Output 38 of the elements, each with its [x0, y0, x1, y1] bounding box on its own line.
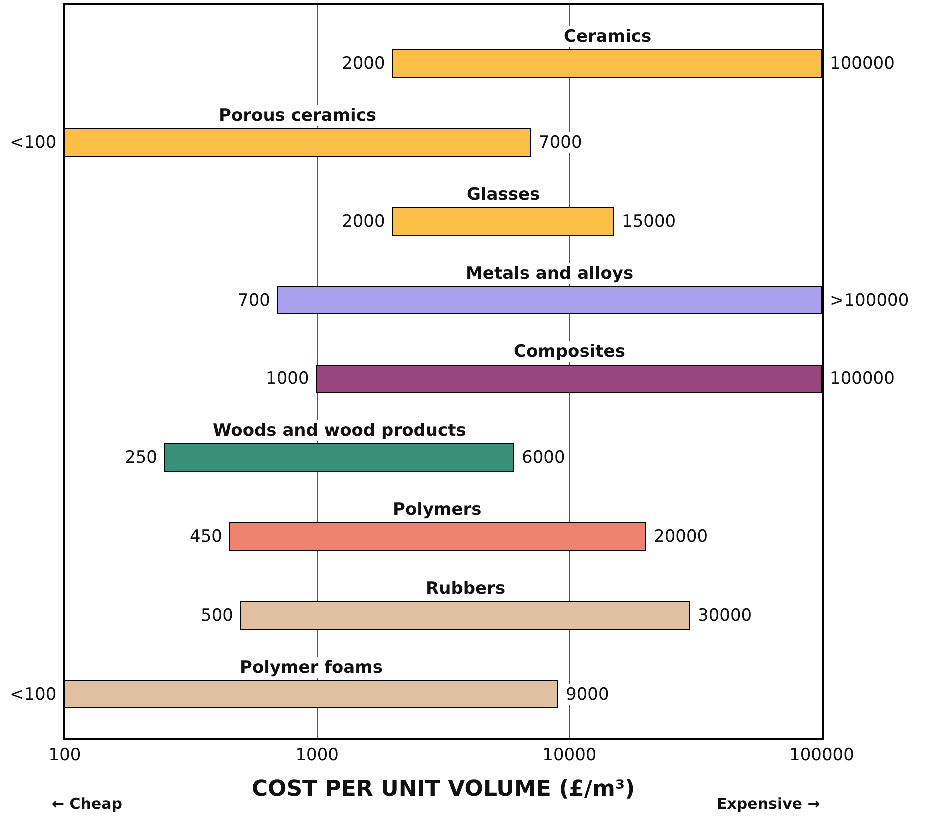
annotation: 6000 — [522, 448, 566, 468]
bar — [240, 601, 690, 630]
y-tick-label: Metals and alloys — [466, 264, 634, 284]
text: ← Cheap — [52, 795, 123, 813]
annotation: 100000 — [830, 369, 895, 389]
y-tick-label: Glasses — [467, 185, 540, 205]
annotation: 30000 — [698, 606, 752, 626]
x-tick-label: 100000 — [790, 745, 854, 766]
annotation: >100000 — [830, 291, 910, 311]
y-tick-label: Ceramics — [564, 27, 652, 47]
annotation: <100 — [10, 133, 57, 153]
bar — [164, 443, 514, 472]
bar — [229, 522, 646, 551]
y-tick-label: Polymers — [393, 500, 482, 520]
annotation: 20000 — [654, 527, 708, 547]
annotation: 9000 — [566, 685, 610, 705]
annotation: 100000 — [830, 54, 895, 74]
annotation: 15000 — [622, 212, 676, 232]
annotation: 1000 — [266, 369, 310, 389]
x-tick-label: 100 — [48, 745, 82, 766]
annotation: 7000 — [539, 133, 582, 153]
annotation: 500 — [201, 606, 234, 626]
annotation: 2000 — [342, 212, 386, 232]
y-tick-label: Composites — [514, 342, 626, 362]
annotation: 250 — [125, 448, 158, 468]
x-axis-title: COST PER UNIT VOLUME (£/m³) — [252, 776, 636, 802]
text: Expensive → — [717, 795, 820, 813]
annotation: 450 — [190, 527, 222, 547]
y-tick-label: Porous ceramics — [219, 106, 377, 126]
y-tick-label: Rubbers — [426, 579, 506, 599]
annotation: 700 — [238, 291, 270, 311]
x-tick-label: 10000 — [542, 745, 597, 766]
bar — [392, 207, 614, 236]
annotation: <100 — [10, 685, 57, 705]
y-tick-label: Woods and wood products — [213, 421, 466, 441]
x-tick-label: 1000 — [296, 745, 339, 766]
annotation: 2000 — [342, 54, 386, 74]
y-tick-label: Polymer foams — [240, 658, 383, 678]
